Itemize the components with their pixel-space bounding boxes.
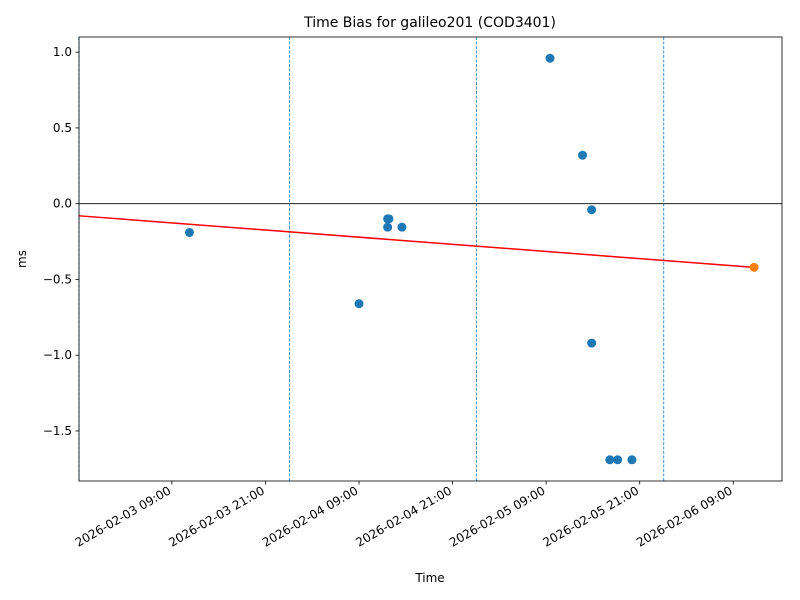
data-point <box>397 222 407 232</box>
x-axis-label: Time <box>414 571 444 585</box>
y-axis-label: ms <box>15 250 29 268</box>
data-point <box>184 227 194 237</box>
data-point <box>587 338 597 348</box>
data-point <box>383 222 393 232</box>
data-point <box>613 455 623 465</box>
chart-title: Time Bias for galileo201 (COD3401) <box>303 15 556 31</box>
y-axis: 1.0 0.5 0.0 −0.5 −1.0 −1.5 <box>43 45 79 438</box>
data-point <box>587 205 597 215</box>
y-tick-label: 1.0 <box>53 45 72 59</box>
y-tick-label: −0.5 <box>43 272 72 286</box>
y-tick-label: 0.0 <box>53 197 72 211</box>
data-point <box>545 53 555 63</box>
trend-line <box>78 215 755 269</box>
y-tick-label: 0.5 <box>53 121 72 135</box>
data-point <box>605 455 615 465</box>
data-point <box>578 150 588 160</box>
axes-frame <box>78 36 783 482</box>
data-point <box>627 455 637 465</box>
data-point <box>354 299 364 309</box>
data-point <box>384 214 394 224</box>
highlight-point <box>749 262 759 272</box>
y-tick-label: −1.0 <box>43 348 72 362</box>
plot-area <box>78 37 782 481</box>
y-tick-label: −1.5 <box>43 424 72 438</box>
